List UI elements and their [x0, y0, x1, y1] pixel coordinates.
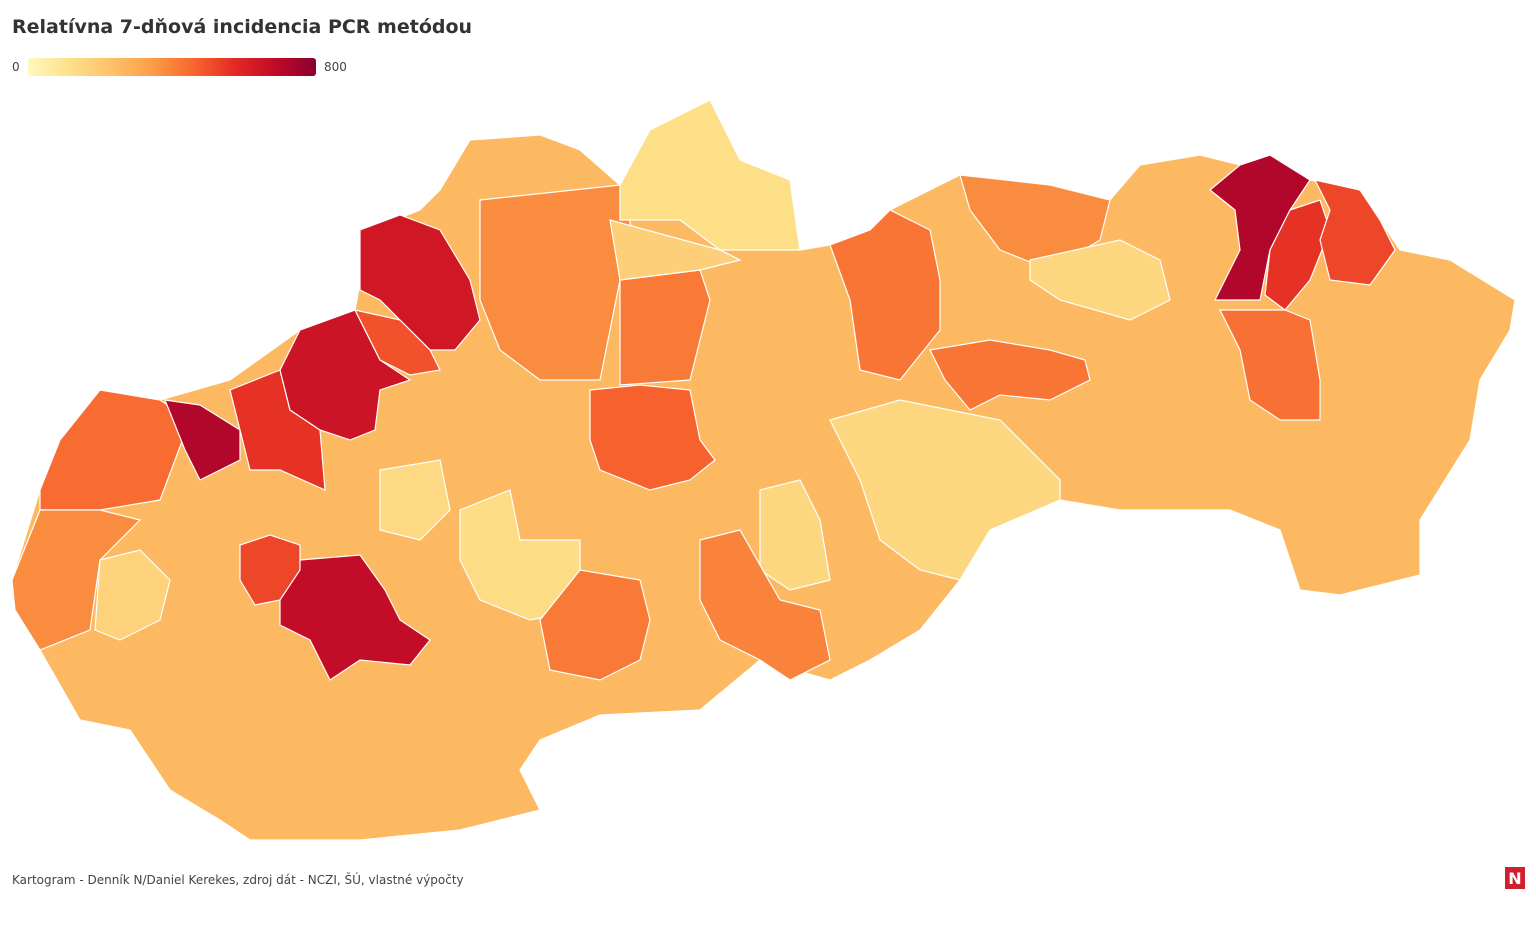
legend-min: 0 — [12, 60, 20, 74]
district — [353, 309, 441, 376]
district — [619, 99, 801, 251]
district — [359, 214, 481, 351]
map — [11, 99, 1516, 841]
logo: N — [1508, 869, 1521, 888]
legend-gradient — [28, 58, 316, 76]
source: Kartogram - Denník N/Daniel Kerekes, zdr… — [12, 872, 464, 887]
district — [589, 384, 716, 491]
district — [699, 529, 831, 681]
map-title: Relatívna 7-dňová incidencia PCR metódou — [12, 16, 472, 38]
district — [829, 399, 1061, 581]
district — [609, 219, 742, 281]
district — [379, 459, 451, 541]
district — [279, 554, 431, 681]
district — [539, 569, 651, 681]
district — [1264, 199, 1331, 311]
legend-max: 800 — [324, 60, 347, 74]
district — [929, 339, 1091, 411]
logo-box — [1505, 867, 1525, 889]
district — [1219, 309, 1321, 421]
district — [829, 209, 941, 381]
district — [94, 549, 171, 641]
district — [1313, 179, 1396, 286]
district — [239, 534, 301, 606]
district — [164, 399, 241, 481]
district — [1029, 239, 1171, 321]
